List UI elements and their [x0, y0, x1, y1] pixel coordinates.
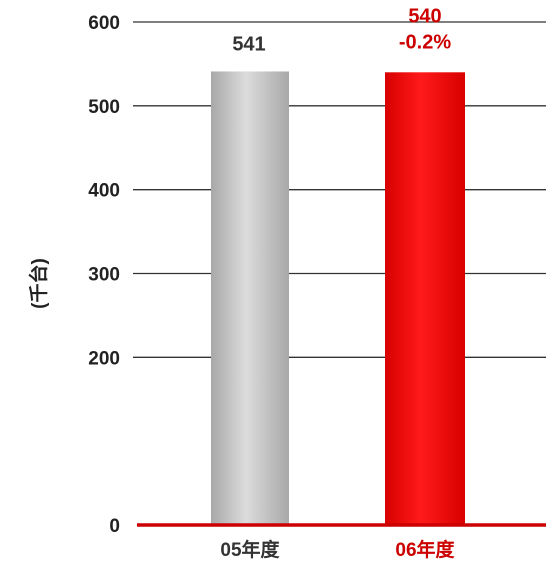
change-label-1: -0.2%: [399, 31, 451, 53]
bar-05年度: [211, 71, 289, 525]
data-label-0: 541: [232, 33, 265, 55]
y-tick-label-0: 0: [109, 516, 120, 537]
y-tick-label-500: 500: [88, 97, 120, 118]
y-tick-label-200: 200: [88, 348, 120, 369]
bar-06年度: [385, 72, 465, 526]
data-label-1: 540: [408, 5, 441, 27]
y-tick-label-400: 400: [88, 181, 120, 202]
x-tick-label-0: 05年度: [220, 538, 280, 561]
y-tick-label-600: 600: [88, 13, 120, 34]
y-tick-label-300: 300: [88, 265, 120, 286]
x-tick-label-1: 06年度: [395, 538, 455, 561]
